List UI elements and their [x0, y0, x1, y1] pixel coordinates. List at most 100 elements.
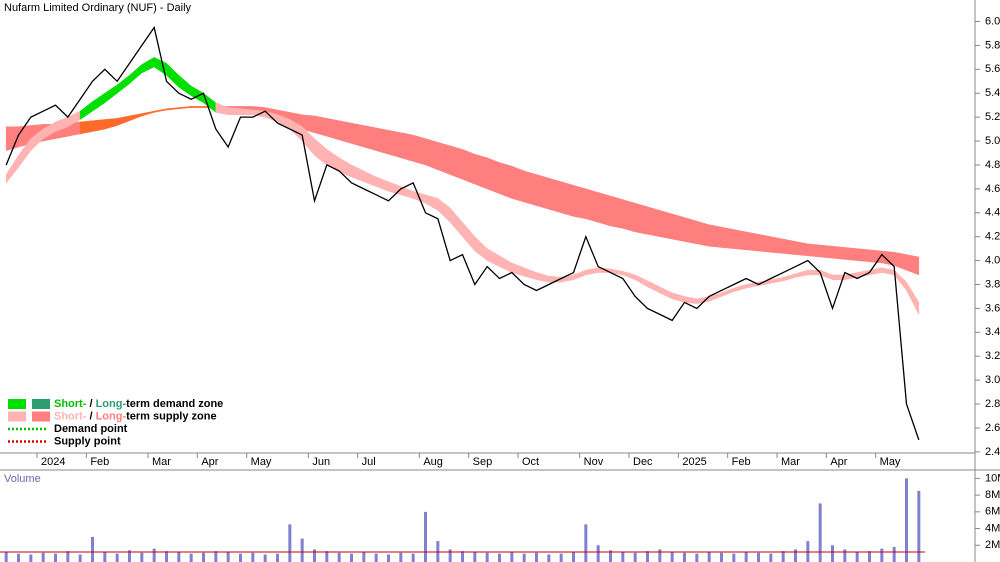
- volume-bar: [29, 554, 33, 562]
- long-term-zone: [634, 202, 648, 235]
- volume-bar: [115, 553, 119, 562]
- volume-bar: [448, 549, 452, 562]
- short-term-zone: [906, 281, 920, 315]
- volume-bar: [325, 551, 329, 562]
- y-tick-label: 2.4: [985, 446, 1000, 458]
- y-tick-label: 3.8: [985, 278, 1000, 290]
- long-term-zone: [523, 170, 537, 206]
- long-term-zone: [807, 243, 821, 258]
- volume-bar: [485, 552, 489, 562]
- volume-bar: [744, 551, 748, 562]
- x-tick-label: Jul: [362, 456, 376, 468]
- volume-bar: [633, 552, 637, 562]
- volume-bar: [140, 552, 144, 562]
- volume-bar: [17, 553, 20, 562]
- volume-bar: [411, 553, 415, 562]
- volume-bar: [226, 551, 230, 562]
- volume-bar: [214, 551, 218, 562]
- long-term-zone: [696, 220, 710, 247]
- y-tick-label: 3.4: [985, 326, 1000, 338]
- legend-text: /: [86, 398, 95, 410]
- volume-bar: [892, 546, 896, 562]
- long-term-zone: [795, 241, 809, 257]
- volume-bar: [720, 552, 723, 562]
- volume-bar: [670, 551, 674, 562]
- y-tick-label: 3.0: [985, 374, 1000, 386]
- volume-bar: [128, 550, 131, 562]
- volume-bar: [658, 549, 662, 562]
- long-term-zone: [425, 138, 439, 171]
- y-tick-label: 4.6: [985, 183, 1000, 195]
- long-term-zone: [412, 134, 426, 166]
- long-term-zone: [314, 115, 328, 137]
- long-term-zone: [647, 206, 661, 237]
- volume-bar: [251, 552, 255, 562]
- x-tick-label: Apr: [830, 456, 847, 468]
- long-term-zone: [832, 245, 846, 260]
- long-term-zone: [486, 157, 500, 195]
- volume-bar: [609, 550, 612, 562]
- volume-bar: [584, 524, 588, 562]
- long-term-zone: [388, 129, 402, 159]
- chart-title: Nufarm Limited Ordinary (NUF) - Daily: [4, 2, 192, 14]
- volume-bar: [794, 549, 797, 562]
- long-term-zone: [610, 195, 624, 229]
- legend-text: term supply zone: [126, 410, 216, 422]
- short-term-zone: [227, 107, 241, 116]
- volume-bar: [769, 553, 773, 562]
- volume-bar: [510, 551, 514, 562]
- volume-bar: [4, 551, 8, 562]
- legend-label: Short- / Long-term demand zone: [54, 398, 223, 410]
- long-term-zone: [499, 162, 513, 199]
- long-term-zone: [856, 248, 870, 263]
- long-term-zone: [449, 145, 463, 180]
- volume-bar: [189, 553, 193, 562]
- long-term-zone: [708, 224, 722, 248]
- long-term-zone: [511, 165, 525, 203]
- volume-bar: [522, 553, 526, 562]
- price-line: [5, 25, 920, 441]
- long-term-zone: [659, 210, 673, 240]
- long-term-zone: [745, 231, 759, 252]
- y-tick-label: 4.4: [985, 207, 1000, 219]
- volume-tick-label: 8M: [985, 489, 1000, 501]
- volume-bar: [596, 545, 600, 562]
- legend-label: Demand point: [54, 423, 128, 435]
- x-tick-label: Feb: [732, 456, 751, 468]
- volume-bar: [855, 551, 859, 562]
- y-tick-label: 5.2: [985, 111, 1000, 123]
- y-tick-label: 4.0: [985, 254, 1000, 266]
- volume-bar: [103, 551, 107, 562]
- volume-bar: [572, 551, 575, 562]
- long-term-zone: [326, 118, 340, 141]
- long-term-zone: [474, 153, 488, 190]
- x-tick-label: Oct: [522, 456, 539, 468]
- legend-text: Supply point: [54, 435, 121, 447]
- long-term-zone: [338, 120, 352, 144]
- long-term-zone: [79, 120, 93, 135]
- volume-bar: [399, 552, 403, 562]
- long-term-zone: [622, 199, 636, 233]
- volume-bar: [646, 551, 649, 562]
- long-term-zone: [363, 125, 377, 151]
- volume-bar: [91, 536, 94, 562]
- volume-tick-label: 2M: [985, 539, 1000, 551]
- x-tick-label: May: [880, 456, 901, 468]
- long-term-zone: [573, 184, 587, 220]
- long-term-zone: [733, 229, 747, 251]
- volume-bar: [177, 551, 181, 562]
- volume-bar: [683, 552, 686, 562]
- legend-swatch: [32, 399, 50, 409]
- x-tick-label: Dec: [633, 456, 653, 468]
- volume-bar: [66, 551, 70, 562]
- volume-bar: [152, 548, 156, 562]
- legend-swatch: [8, 399, 26, 409]
- legend-text: term demand zone: [126, 398, 223, 410]
- long-term-zone: [671, 213, 685, 242]
- volume-bar: [239, 553, 242, 562]
- long-term-zone: [758, 233, 772, 253]
- x-tick-label: Apr: [201, 456, 218, 468]
- x-tick-label: Nov: [584, 456, 604, 468]
